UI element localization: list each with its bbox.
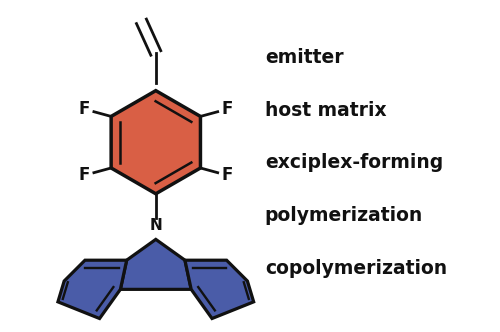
- Text: exciplex-forming: exciplex-forming: [265, 153, 443, 172]
- Text: emitter: emitter: [265, 48, 344, 67]
- Polygon shape: [58, 260, 126, 318]
- Polygon shape: [185, 260, 254, 318]
- Text: copolymerization: copolymerization: [265, 259, 447, 278]
- Text: N: N: [150, 218, 162, 233]
- Text: F: F: [222, 100, 233, 118]
- Polygon shape: [111, 91, 200, 194]
- Text: F: F: [222, 166, 233, 184]
- Text: host matrix: host matrix: [265, 101, 386, 120]
- Text: polymerization: polymerization: [265, 206, 423, 225]
- Text: F: F: [78, 166, 90, 184]
- Polygon shape: [120, 239, 191, 290]
- Text: F: F: [78, 100, 90, 118]
